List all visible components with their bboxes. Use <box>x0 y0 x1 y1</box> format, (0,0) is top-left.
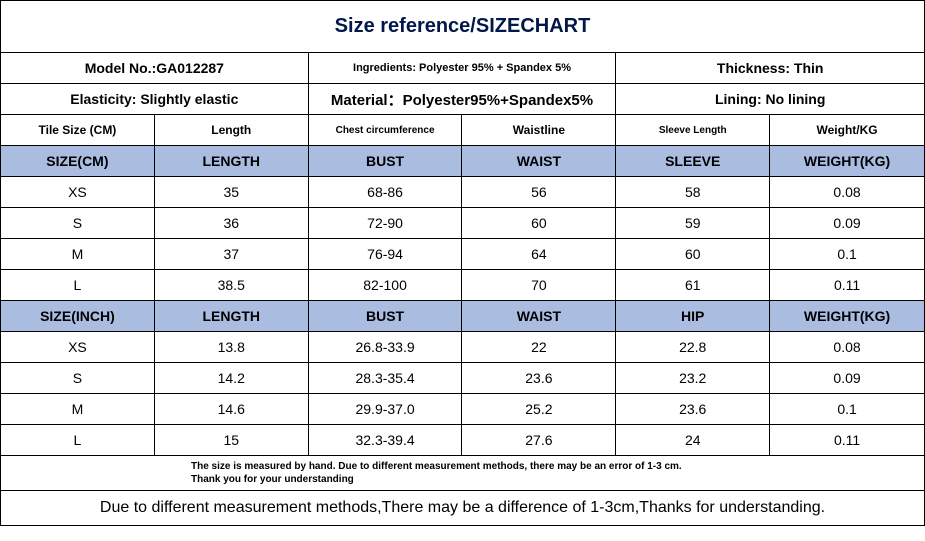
hdr-cm-bust: BUST <box>309 146 463 176</box>
table-cell: 14.2 <box>155 363 309 393</box>
hdr-cm-weight: WEIGHT(KG) <box>770 146 924 176</box>
table-cell: L <box>1 270 155 300</box>
table-row: L1532.3-39.427.6240.11 <box>1 425 924 456</box>
table-cell: 38.5 <box>155 270 309 300</box>
hdr-cm-waist: WAIST <box>462 146 616 176</box>
table-row: M14.629.9-37.025.223.60.1 <box>1 394 924 425</box>
note-small-line1: The size is measured by hand. Due to dif… <box>191 460 924 473</box>
table-cell: M <box>1 239 155 269</box>
hdr-cm-length: LENGTH <box>155 146 309 176</box>
size-chart: Size reference/SIZECHART Model No.:GA012… <box>0 0 925 526</box>
table-cell: 56 <box>462 177 616 207</box>
col-tile-size: Tile Size (CM) <box>1 115 155 145</box>
header-inch: SIZE(INCH) LENGTH BUST WAIST HIP WEIGHT(… <box>1 301 924 332</box>
hdr-cm-size: SIZE(CM) <box>1 146 155 176</box>
table-cell: 28.3-35.4 <box>309 363 463 393</box>
col-chest: Chest circumference <box>309 115 463 145</box>
table-cell: 15 <box>155 425 309 455</box>
table-cell: 37 <box>155 239 309 269</box>
ingredients: Ingredients: Polyester 95% + Spandex 5% <box>309 53 617 83</box>
table-cell: 0.11 <box>770 270 924 300</box>
table-cell: S <box>1 363 155 393</box>
table-cell: 13.8 <box>155 332 309 362</box>
col-length: Length <box>155 115 309 145</box>
table-row: M3776-9464600.1 <box>1 239 924 270</box>
table-cell: 22.8 <box>616 332 770 362</box>
hdr-in-length: LENGTH <box>155 301 309 331</box>
table-cell: L <box>1 425 155 455</box>
table-cell: 0.08 <box>770 332 924 362</box>
hdr-in-hip: HIP <box>616 301 770 331</box>
table-cell: 58 <box>616 177 770 207</box>
meta-row-1: Model No.:GA012287 Ingredients: Polyeste… <box>1 53 924 84</box>
col-weight: Weight/KG <box>770 115 924 145</box>
material: Material：Polyester95%+Spandex5% <box>309 84 617 114</box>
table-cell: 36 <box>155 208 309 238</box>
table-cell: S <box>1 208 155 238</box>
meta-row-2: Elasticity: Slightly elastic Material：Po… <box>1 84 924 115</box>
hdr-cm-sleeve: SLEEVE <box>616 146 770 176</box>
table-cell: 60 <box>616 239 770 269</box>
table-cell: 0.09 <box>770 208 924 238</box>
note-small: The size is measured by hand. Due to dif… <box>1 456 924 491</box>
table-cell: 0.11 <box>770 425 924 455</box>
col-sleeve-length: Sleeve Length <box>616 115 770 145</box>
table-cell: 82-100 <box>309 270 463 300</box>
table-row: XS13.826.8-33.92222.80.08 <box>1 332 924 363</box>
table-cell: M <box>1 394 155 424</box>
hdr-in-size: SIZE(INCH) <box>1 301 155 331</box>
note-large: Due to different measurement methods,The… <box>1 491 924 525</box>
hdr-in-waist: WAIST <box>462 301 616 331</box>
table-cell: 72-90 <box>309 208 463 238</box>
col-waistline: Waistline <box>462 115 616 145</box>
header-cm: SIZE(CM) LENGTH BUST WAIST SLEEVE WEIGHT… <box>1 146 924 177</box>
thickness: Thickness: Thin <box>616 53 924 83</box>
table-cell: 0.08 <box>770 177 924 207</box>
table-cell: XS <box>1 332 155 362</box>
table-cell: 23.6 <box>616 394 770 424</box>
table-cell: 26.8-33.9 <box>309 332 463 362</box>
table-cell: 27.6 <box>462 425 616 455</box>
table-cell: 23.6 <box>462 363 616 393</box>
table-cell: 59 <box>616 208 770 238</box>
table-cell: 35 <box>155 177 309 207</box>
table-cell: 14.6 <box>155 394 309 424</box>
table-row: L38.582-10070610.11 <box>1 270 924 301</box>
table-row: S3672-9060590.09 <box>1 208 924 239</box>
table-cell: 24 <box>616 425 770 455</box>
table-cell: 0.1 <box>770 394 924 424</box>
chart-title: Size reference/SIZECHART <box>1 1 924 53</box>
model-no: Model No.:GA012287 <box>1 53 309 83</box>
table-cell: 29.9-37.0 <box>309 394 463 424</box>
table-row: S14.228.3-35.423.623.20.09 <box>1 363 924 394</box>
table-cell: 70 <box>462 270 616 300</box>
hdr-in-weight: WEIGHT(KG) <box>770 301 924 331</box>
table-cell: 60 <box>462 208 616 238</box>
table-row: XS3568-8656580.08 <box>1 177 924 208</box>
column-headers: Tile Size (CM) Length Chest circumferenc… <box>1 115 924 146</box>
hdr-in-bust: BUST <box>309 301 463 331</box>
table-cell: 61 <box>616 270 770 300</box>
table-cell: 64 <box>462 239 616 269</box>
table-cell: 68-86 <box>309 177 463 207</box>
table-cell: 22 <box>462 332 616 362</box>
table-cell: 0.1 <box>770 239 924 269</box>
table-cell: 76-94 <box>309 239 463 269</box>
table-cell: 0.09 <box>770 363 924 393</box>
table-cell: 23.2 <box>616 363 770 393</box>
elasticity: Elasticity: Slightly elastic <box>1 84 309 114</box>
table-cell: 25.2 <box>462 394 616 424</box>
note-small-line2: Thank you for your understanding <box>191 473 924 486</box>
table-cell: XS <box>1 177 155 207</box>
table-cell: 32.3-39.4 <box>309 425 463 455</box>
lining: Lining: No lining <box>616 84 924 114</box>
